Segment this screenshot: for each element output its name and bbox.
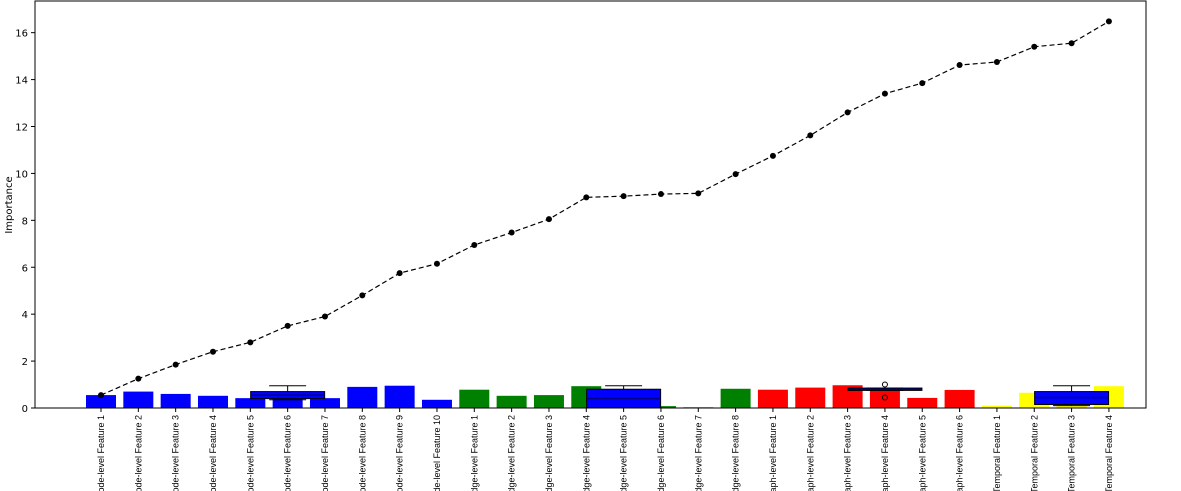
x-tick-label: Temporal Feature 4 bbox=[1104, 415, 1114, 491]
bar bbox=[197, 395, 228, 408]
bar bbox=[533, 395, 564, 408]
line-point bbox=[209, 348, 216, 355]
x-tick-label: Edge-level Feature 5 bbox=[619, 415, 629, 491]
box-flier bbox=[881, 394, 888, 401]
bar bbox=[421, 399, 452, 408]
box-flier bbox=[881, 381, 888, 388]
x-tick-label: Edge-level Feature 6 bbox=[656, 415, 666, 491]
bar bbox=[1056, 405, 1087, 408]
plot-frame bbox=[34, 0, 1147, 409]
line-point bbox=[844, 109, 851, 116]
x-tick-label: Node-level Feature 8 bbox=[357, 415, 367, 491]
y-tick-label: 8 bbox=[22, 216, 28, 227]
line-point bbox=[98, 392, 104, 399]
x-tick-label: Temporal Feature 2 bbox=[1029, 415, 1039, 491]
x-tick-label: Node-level Feature 7 bbox=[320, 415, 330, 491]
y-tick-label: 0 bbox=[22, 404, 28, 415]
line-point bbox=[321, 313, 328, 320]
line-point bbox=[919, 80, 926, 87]
y-tick-label: 14 bbox=[15, 76, 28, 87]
line-point bbox=[993, 58, 1000, 65]
line-point bbox=[881, 90, 888, 97]
bar bbox=[160, 393, 191, 408]
line-point bbox=[1105, 18, 1112, 25]
bar bbox=[720, 388, 751, 408]
y-tick-label: 10 bbox=[15, 169, 28, 180]
bar bbox=[795, 387, 826, 408]
line-point bbox=[471, 241, 478, 248]
x-tick-label: Node-level Feature 5 bbox=[245, 415, 255, 491]
line-point bbox=[695, 190, 702, 197]
x-tick-label: Node-level Feature 9 bbox=[395, 415, 405, 491]
y-tick-label: 6 bbox=[22, 263, 28, 274]
bar bbox=[496, 395, 527, 408]
bar bbox=[459, 389, 490, 408]
line-point bbox=[508, 229, 515, 236]
bar bbox=[944, 389, 975, 408]
y-tick-label: 12 bbox=[15, 123, 28, 134]
x-tick-label: Node-level Feature 10 bbox=[432, 415, 442, 491]
y-axis-label: Importance bbox=[4, 176, 15, 233]
x-tick-label: Graph-level Feature 2 bbox=[805, 415, 815, 491]
bar bbox=[86, 395, 116, 408]
cumulative-line bbox=[100, 20, 1110, 396]
bar bbox=[869, 388, 900, 408]
bar bbox=[907, 397, 938, 408]
line-point bbox=[732, 171, 739, 178]
x-tick-label: Graph-level Feature 3 bbox=[843, 415, 853, 491]
line-point bbox=[284, 322, 291, 329]
line-point bbox=[1031, 43, 1038, 50]
x-tick-label: Node-level Feature 1 bbox=[96, 415, 106, 491]
line-point bbox=[583, 194, 590, 201]
y-tick-label: 4 bbox=[22, 310, 28, 321]
bar bbox=[832, 385, 863, 408]
x-tick-label: Node-level Feature 6 bbox=[283, 415, 293, 491]
line-point bbox=[545, 216, 552, 223]
line-point bbox=[769, 152, 776, 159]
x-tick-label: Edge-level Feature 1 bbox=[469, 415, 479, 491]
y-tick-label: 2 bbox=[22, 357, 28, 368]
line-point bbox=[359, 292, 366, 299]
x-tick-label: Node-level Feature 4 bbox=[208, 415, 218, 491]
x-tick-label: Graph-level Feature 6 bbox=[955, 415, 965, 491]
x-tick-label: Graph-level Feature 5 bbox=[917, 415, 927, 491]
x-tick-label: Graph-level Feature 1 bbox=[768, 415, 778, 491]
x-tick-label: Graph-level Feature 4 bbox=[880, 415, 890, 491]
x-tick-label: Temporal Feature 3 bbox=[1067, 415, 1077, 491]
line-point bbox=[396, 270, 403, 277]
line-point bbox=[956, 62, 963, 69]
bar bbox=[347, 386, 378, 408]
x-tick-label: Temporal Feature 1 bbox=[992, 415, 1002, 491]
bar bbox=[309, 398, 340, 408]
bar bbox=[757, 389, 788, 408]
line-point bbox=[433, 260, 440, 267]
x-tick-label: Edge-level Feature 7 bbox=[693, 415, 703, 491]
y-tick-label: 16 bbox=[15, 29, 28, 40]
bar bbox=[123, 391, 154, 408]
line-point bbox=[135, 375, 142, 382]
x-tick-label: Edge-level Feature 2 bbox=[507, 415, 517, 491]
line-point bbox=[247, 339, 254, 346]
bar bbox=[235, 398, 266, 408]
x-tick-label: Edge-level Feature 3 bbox=[544, 415, 554, 491]
x-tick-label: Edge-level Feature 8 bbox=[731, 415, 741, 491]
bar bbox=[981, 405, 1012, 408]
bar bbox=[384, 385, 415, 408]
x-tick-label: Edge-level Feature 4 bbox=[581, 415, 591, 491]
x-tick-label: Node-level Feature 2 bbox=[133, 415, 143, 491]
line-point bbox=[1068, 40, 1075, 47]
x-tick-label: Node-level Feature 3 bbox=[171, 415, 181, 491]
line-point bbox=[172, 361, 179, 368]
line-point bbox=[807, 132, 814, 139]
line-point bbox=[620, 193, 627, 200]
line-point bbox=[657, 191, 664, 198]
